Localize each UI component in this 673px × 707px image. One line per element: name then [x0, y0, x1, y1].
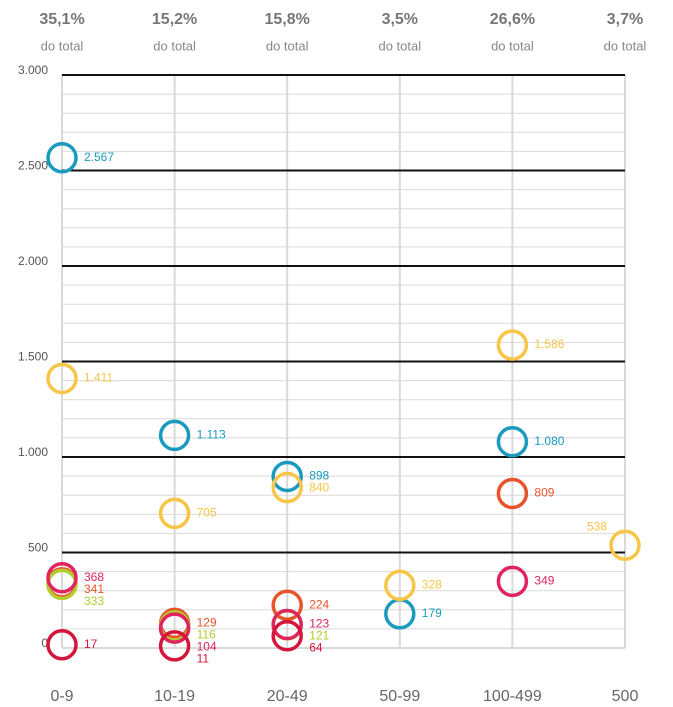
- dot: [158, 630, 191, 662]
- dot: [46, 141, 78, 174]
- value-label: 1.113: [197, 428, 226, 442]
- value-label: 368: [84, 570, 104, 584]
- share-label: 15,2%: [152, 11, 197, 28]
- y-tick-label: 2.500: [18, 159, 48, 173]
- y-tick-label: 1.500: [18, 350, 48, 364]
- value-label: 123: [309, 617, 329, 631]
- value-label: 328: [422, 578, 442, 592]
- value-label: 11: [197, 652, 210, 666]
- dot: [496, 565, 529, 598]
- share-label: 3,7%: [607, 11, 643, 28]
- share-note: do total: [378, 38, 421, 53]
- dot: [271, 608, 303, 641]
- share-label: 26,6%: [490, 11, 535, 28]
- dot: [271, 460, 303, 493]
- share-note: do total: [604, 38, 647, 53]
- dot: [46, 629, 78, 661]
- value-label: 121: [309, 629, 329, 643]
- share-label: 3,5%: [382, 11, 418, 28]
- share-label: 35,1%: [39, 11, 84, 28]
- value-label: 179: [422, 606, 442, 620]
- dot: [271, 589, 303, 621]
- y-tick-label: 2.000: [18, 254, 48, 268]
- dot: [496, 329, 529, 361]
- value-label: 1.411: [84, 371, 113, 385]
- value-label: 341: [84, 582, 104, 596]
- value-label: 840: [309, 481, 329, 495]
- value-label: 64: [309, 641, 323, 655]
- share-note: do total: [41, 38, 84, 53]
- dot: [158, 497, 191, 530]
- dot: [271, 620, 303, 652]
- value-label: 333: [84, 594, 104, 608]
- value-label: 809: [534, 486, 554, 500]
- value-label: 705: [197, 506, 217, 520]
- dot: [46, 362, 78, 395]
- y-tick-label: 0: [41, 636, 48, 650]
- dot: [158, 419, 191, 452]
- y-tick-label: 1.000: [18, 445, 48, 459]
- dot: [384, 569, 416, 602]
- value-label: 104: [197, 640, 217, 654]
- dot: [46, 561, 78, 594]
- share-note: do total: [491, 38, 534, 53]
- value-label: 1.586: [534, 337, 564, 351]
- y-tick-label: 500: [28, 541, 48, 555]
- value-label: 898: [309, 469, 329, 483]
- value-label: 349: [534, 574, 554, 588]
- share-note: do total: [153, 38, 196, 53]
- value-label: 1.080: [534, 434, 564, 448]
- value-label: 17: [84, 637, 98, 651]
- x-tick-label: 20-49: [267, 688, 308, 705]
- value-label: 224: [309, 597, 329, 611]
- x-tick-label: 10-19: [154, 688, 195, 705]
- value-label: 2.567: [84, 150, 114, 164]
- x-tick-label: 0-9: [50, 688, 73, 705]
- dot: [158, 612, 191, 644]
- dot: [271, 471, 303, 504]
- share-label: 15,8%: [265, 11, 310, 28]
- x-tick-label: 500: [612, 688, 639, 705]
- value-label: 129: [197, 616, 217, 630]
- x-tick-label: 50-99: [379, 688, 420, 705]
- value-label: 116: [197, 628, 216, 642]
- value-label: 538: [587, 519, 607, 533]
- x-tick-label: 100-499: [483, 688, 542, 705]
- dot: [609, 529, 641, 561]
- y-tick-label: 3.000: [18, 63, 48, 77]
- dot: [496, 477, 529, 510]
- dot: [496, 425, 529, 458]
- share-note: do total: [266, 38, 309, 53]
